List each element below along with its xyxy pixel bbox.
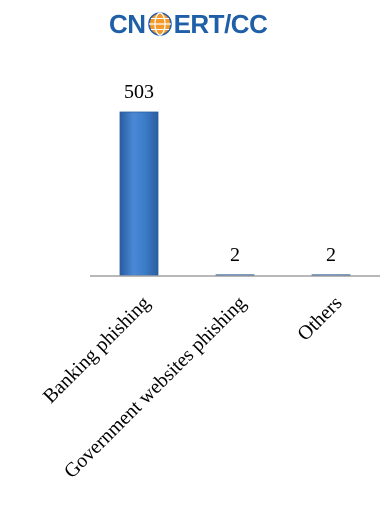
x-tick-label-1: Government websites phishing — [60, 292, 251, 483]
logo-prefix: CN — [109, 8, 146, 39]
data-label-2: 2 — [326, 244, 336, 266]
logo-suffix: ERT/CC — [173, 8, 268, 39]
bar-0 — [119, 111, 159, 277]
globe-icon — [147, 12, 172, 36]
data-label-0: 503 — [124, 81, 154, 103]
data-label-1: 2 — [230, 244, 240, 266]
cncert-logo: CN ERT/CC — [109, 8, 279, 40]
x-tick-label-2: Others — [293, 292, 346, 345]
